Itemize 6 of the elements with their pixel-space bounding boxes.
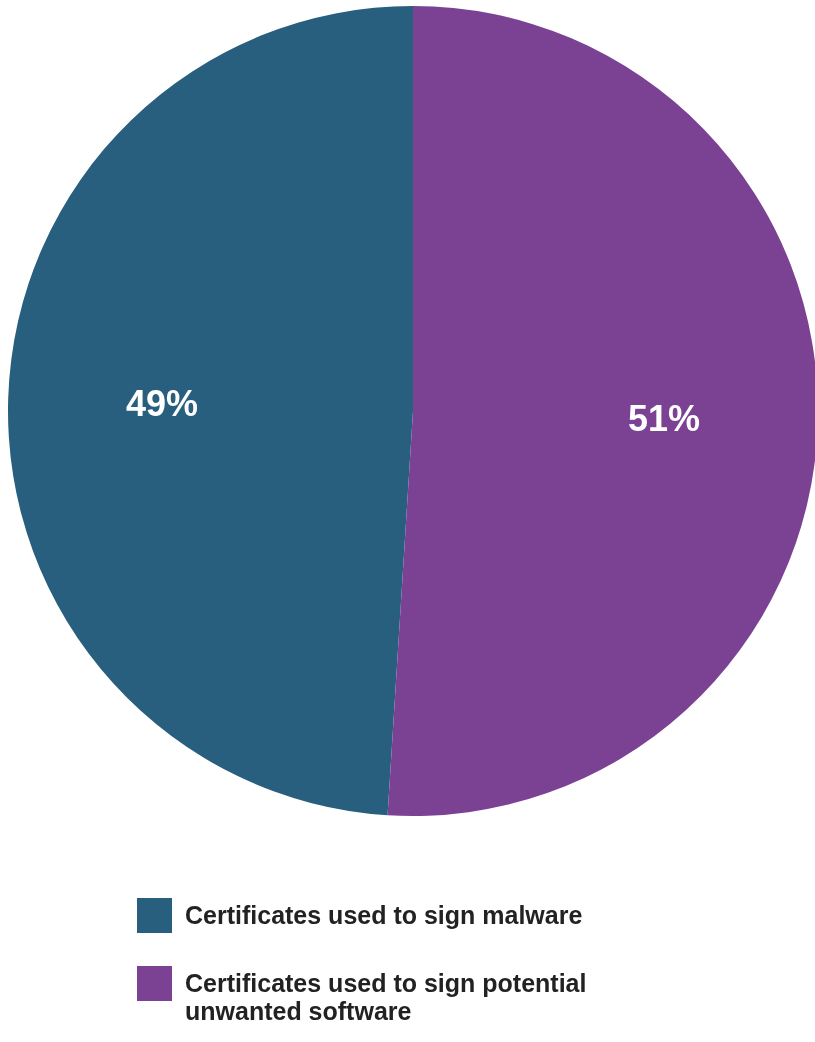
data-label: 49%: [125, 382, 199, 424]
pie-slice: [387, 6, 815, 816]
legend-label: Certificates used to sign malware: [185, 901, 583, 929]
pie-slice: [8, 6, 413, 816]
legend-label: Certificates used to sign potential unwanted software: [185, 969, 587, 1025]
data-label: 51%: [627, 398, 701, 440]
